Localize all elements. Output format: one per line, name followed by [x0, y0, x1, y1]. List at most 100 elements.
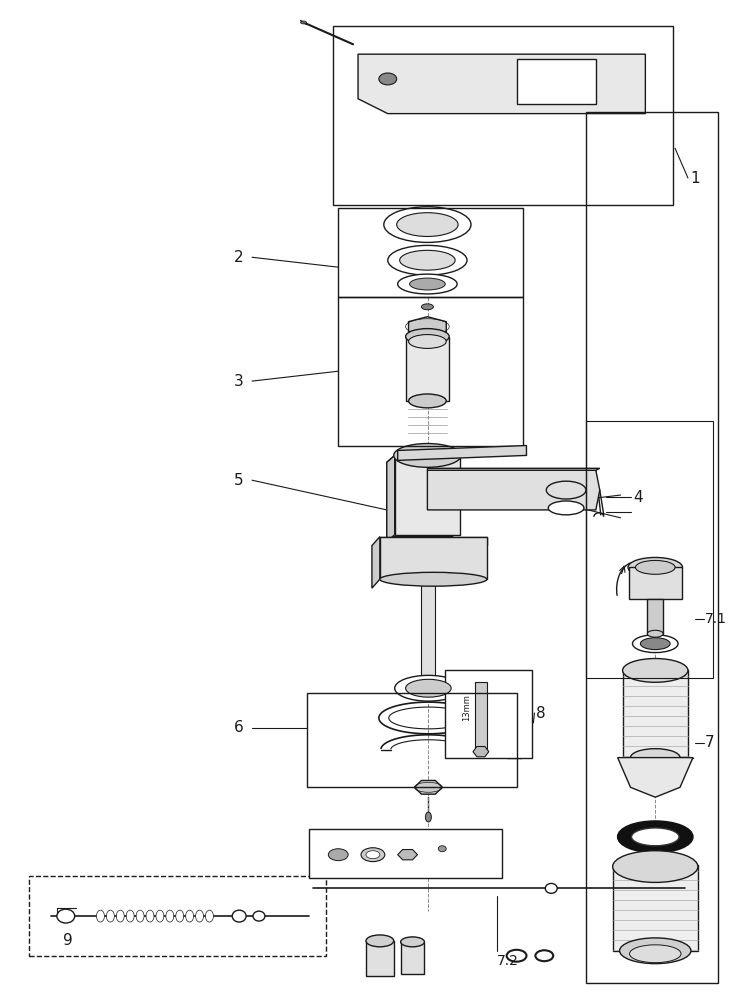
Polygon shape	[473, 746, 489, 757]
Bar	[333, 26, 673, 205]
Bar	[629, 567, 682, 599]
Polygon shape	[372, 537, 380, 588]
Ellipse shape	[397, 213, 458, 236]
Ellipse shape	[196, 910, 203, 922]
Ellipse shape	[398, 274, 457, 294]
Polygon shape	[398, 446, 526, 460]
Text: 5: 5	[234, 473, 244, 488]
Ellipse shape	[116, 910, 124, 922]
Text: 9: 9	[63, 933, 72, 948]
Ellipse shape	[379, 73, 397, 85]
Ellipse shape	[618, 822, 692, 852]
Polygon shape	[387, 455, 395, 542]
Ellipse shape	[395, 675, 462, 701]
Bar	[406, 337, 449, 401]
Polygon shape	[387, 455, 460, 537]
Ellipse shape	[635, 560, 675, 574]
Ellipse shape	[205, 910, 213, 922]
Polygon shape	[618, 758, 693, 797]
Ellipse shape	[394, 444, 461, 467]
Text: 3: 3	[234, 374, 244, 389]
Ellipse shape	[540, 953, 549, 958]
Ellipse shape	[548, 501, 584, 515]
Ellipse shape	[400, 250, 455, 270]
Bar	[517, 59, 596, 104]
Bar	[586, 421, 713, 678]
Ellipse shape	[425, 812, 431, 822]
Ellipse shape	[166, 910, 174, 922]
Polygon shape	[380, 537, 487, 545]
Ellipse shape	[406, 679, 451, 697]
Text: 7.1: 7.1	[705, 612, 727, 626]
Ellipse shape	[507, 950, 526, 962]
Ellipse shape	[232, 910, 246, 922]
Ellipse shape	[156, 910, 164, 922]
Polygon shape	[398, 850, 417, 860]
Ellipse shape	[253, 911, 265, 921]
Ellipse shape	[361, 848, 385, 862]
Polygon shape	[414, 780, 442, 794]
Bar	[338, 208, 523, 297]
Ellipse shape	[631, 749, 680, 767]
Ellipse shape	[620, 938, 691, 964]
Ellipse shape	[648, 630, 663, 637]
Ellipse shape	[535, 950, 553, 961]
Bar	[366, 941, 394, 976]
Polygon shape	[428, 468, 600, 470]
Ellipse shape	[126, 910, 135, 922]
Bar	[586, 112, 718, 983]
Ellipse shape	[387, 245, 467, 275]
Ellipse shape	[632, 635, 678, 653]
Polygon shape	[428, 470, 600, 510]
Ellipse shape	[380, 572, 487, 586]
Ellipse shape	[366, 935, 394, 947]
Ellipse shape	[546, 481, 586, 499]
Text: 6: 6	[234, 720, 244, 735]
Bar	[29, 876, 326, 956]
Bar	[308, 829, 501, 878]
Ellipse shape	[186, 910, 194, 922]
Bar	[623, 670, 688, 758]
Bar	[475, 682, 487, 750]
Ellipse shape	[439, 846, 446, 852]
Ellipse shape	[613, 851, 698, 882]
Ellipse shape	[409, 394, 446, 408]
Ellipse shape	[300, 21, 306, 24]
Ellipse shape	[409, 335, 446, 348]
Bar	[422, 581, 436, 678]
Ellipse shape	[422, 304, 433, 310]
Ellipse shape	[107, 910, 114, 922]
Ellipse shape	[366, 851, 380, 859]
Text: 7: 7	[705, 735, 714, 750]
Ellipse shape	[328, 849, 348, 861]
Bar	[380, 537, 487, 579]
Text: 1: 1	[690, 171, 700, 186]
Bar	[613, 865, 698, 951]
Ellipse shape	[512, 953, 521, 959]
Ellipse shape	[136, 910, 144, 922]
Ellipse shape	[96, 910, 105, 922]
Ellipse shape	[628, 557, 683, 577]
Bar	[338, 297, 523, 446]
Text: 13mm: 13mm	[463, 695, 471, 721]
Ellipse shape	[406, 329, 449, 344]
Ellipse shape	[57, 909, 75, 923]
Ellipse shape	[409, 278, 445, 290]
Polygon shape	[358, 54, 645, 114]
Ellipse shape	[640, 638, 670, 650]
Ellipse shape	[629, 945, 681, 963]
Text: 4: 4	[634, 490, 643, 505]
Bar	[445, 670, 532, 758]
Ellipse shape	[384, 207, 471, 242]
Text: 8: 8	[537, 706, 546, 721]
Ellipse shape	[175, 910, 183, 922]
Polygon shape	[409, 317, 447, 337]
Ellipse shape	[632, 828, 679, 846]
Bar	[395, 458, 460, 535]
Bar	[306, 693, 517, 787]
Bar	[401, 942, 425, 974]
Ellipse shape	[401, 937, 425, 947]
Ellipse shape	[623, 659, 688, 682]
Bar	[648, 599, 663, 634]
Text: 2: 2	[234, 250, 244, 265]
